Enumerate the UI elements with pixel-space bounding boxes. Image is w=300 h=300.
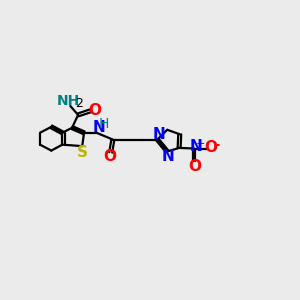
Text: +: + bbox=[196, 139, 205, 149]
Text: N: N bbox=[162, 149, 175, 164]
Text: H: H bbox=[99, 117, 109, 131]
Text: N: N bbox=[152, 127, 165, 142]
Text: O: O bbox=[188, 158, 201, 173]
Text: 2: 2 bbox=[75, 97, 83, 110]
Text: O: O bbox=[88, 103, 101, 118]
Text: S: S bbox=[77, 145, 88, 160]
Text: NH: NH bbox=[57, 94, 80, 108]
Text: O: O bbox=[205, 140, 218, 154]
Text: N: N bbox=[190, 139, 203, 154]
Text: -: - bbox=[213, 136, 220, 152]
Text: N: N bbox=[93, 120, 106, 135]
Text: O: O bbox=[104, 149, 117, 164]
